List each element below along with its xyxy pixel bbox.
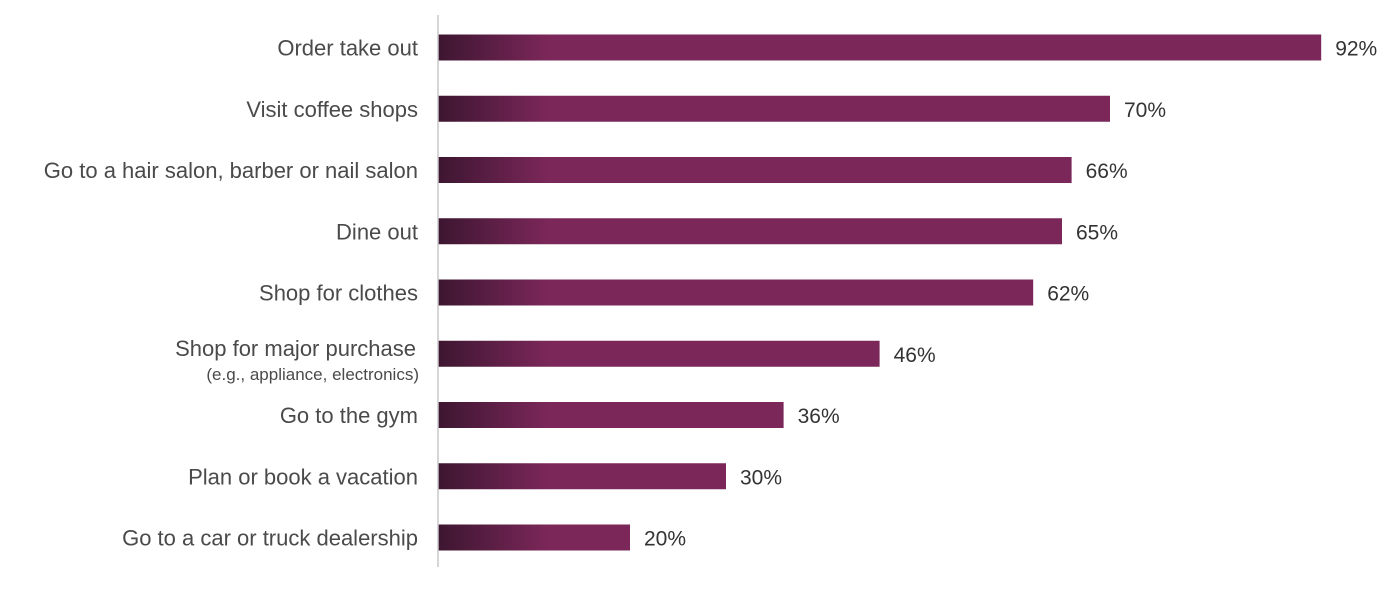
bar (438, 95, 1110, 122)
category-label: Go to the gym (280, 403, 418, 428)
value-label: 20% (644, 528, 686, 551)
value-label: 30% (740, 466, 782, 489)
labels-layer: 92% Order take out 70% Visit coffee shops 66… (44, 36, 1377, 551)
category-label: Shop for clothes (259, 281, 418, 306)
category-label: Dine out (336, 219, 418, 244)
value-label: 66% (1086, 160, 1128, 183)
value-label: 46% (894, 344, 936, 367)
category-label: Go to a car or truck dealership (122, 526, 418, 551)
value-label: 70% (1124, 99, 1166, 122)
bars-layer (438, 34, 1322, 551)
category-label: Shop for major purchase (175, 336, 416, 361)
category-label: Visit coffee shops (246, 97, 418, 122)
bar (438, 157, 1072, 183)
bar (438, 34, 1322, 61)
value-label: 62% (1047, 283, 1089, 306)
bar (438, 218, 1062, 245)
category-label: Go to a hair salon, barber or nail salon (44, 158, 418, 183)
category-sublabel: (e.g., appliance, electronics) (206, 365, 419, 384)
bar (438, 524, 630, 551)
value-label: 36% (798, 405, 840, 428)
category-label: Order take out (277, 36, 418, 61)
bar (438, 279, 1034, 306)
value-label: 92% (1335, 38, 1377, 61)
bar (438, 463, 726, 490)
category-label: Plan or book a vacation (188, 464, 418, 489)
value-label: 65% (1076, 221, 1118, 244)
bar (438, 340, 880, 367)
bar (438, 402, 784, 428)
